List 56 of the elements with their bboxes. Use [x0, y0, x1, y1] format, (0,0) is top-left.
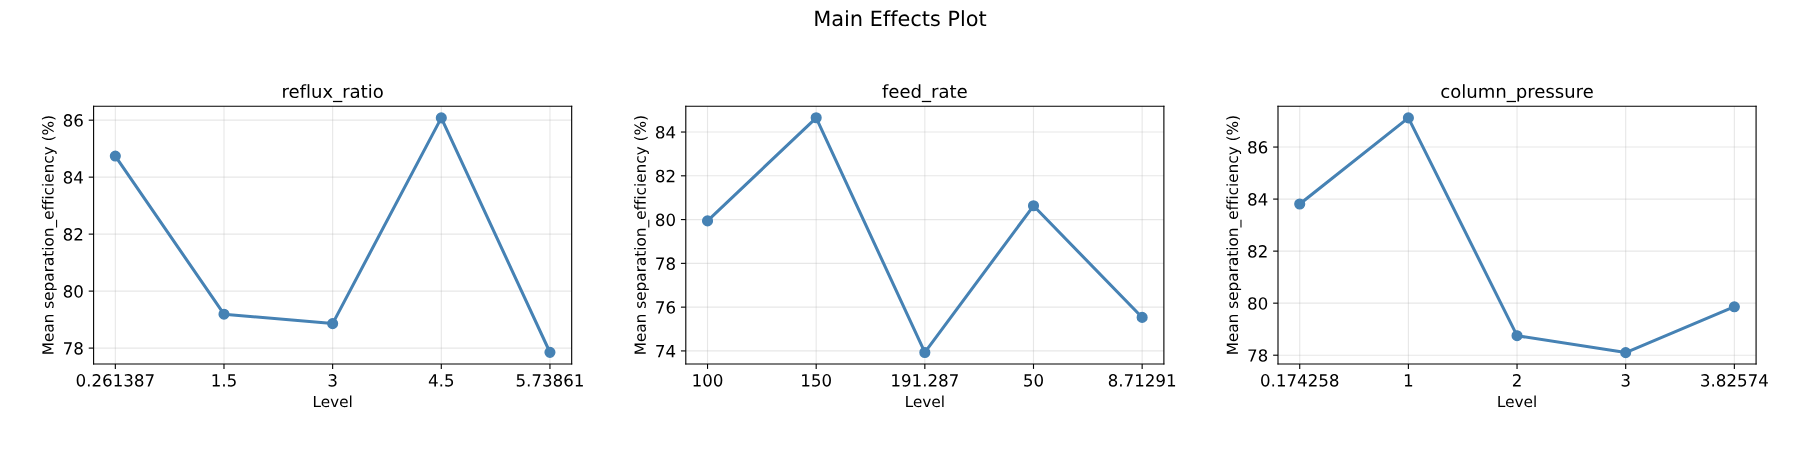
point	[1136, 311, 1148, 323]
y-tick-label: 78	[656, 257, 675, 270]
y-tick-label: 84	[1248, 193, 1268, 206]
y-tick-label: 80	[1248, 297, 1268, 310]
x-tick-label: 0.174258	[1261, 374, 1339, 387]
point	[1728, 301, 1740, 313]
point	[1402, 112, 1414, 124]
y-tick-label: 86	[1248, 141, 1268, 154]
y-tick-label: 80	[63, 285, 83, 298]
x-tick-label: 8.71291	[1108, 374, 1176, 387]
x-tick-label: 1	[1404, 374, 1413, 387]
point	[218, 308, 230, 320]
y-axis-title: Mean separation_efficiency (%)	[41, 116, 58, 354]
y-axis-title: Mean separation_efficiency (%)	[1226, 116, 1242, 354]
x-tick-label: 4.5	[428, 374, 454, 387]
x-axis-title: Level	[906, 395, 944, 408]
y-tick-label: 82	[63, 228, 83, 241]
y-tick-label: 86	[63, 114, 83, 127]
x-tick-label: 1.5	[212, 374, 236, 387]
text: Main Effects Plot	[815, 10, 987, 27]
point	[327, 318, 339, 330]
point	[1294, 198, 1306, 210]
y-tick-label: 80	[656, 213, 675, 227]
point	[109, 150, 121, 162]
x-tick-label: 100	[693, 374, 723, 387]
y-tick-label: 82	[1248, 245, 1267, 258]
point	[701, 215, 714, 227]
x-tick-label: 3	[1621, 374, 1630, 387]
y-tick-label: 78	[1248, 349, 1268, 362]
point	[810, 112, 822, 124]
point	[1511, 330, 1523, 342]
x-tick-label: 3.82574	[1701, 374, 1768, 387]
x-axis-title: Level	[1498, 395, 1536, 408]
y-axis-title: Mean separation_efficiency (%)	[634, 116, 650, 354]
y-tick-label: 76	[656, 301, 676, 314]
point	[435, 112, 447, 124]
x-tick-label: 191.287	[892, 374, 958, 387]
x-axis-title: Level	[313, 395, 352, 408]
x-tick-label: 3	[328, 374, 337, 387]
y-tick-label: 82	[656, 169, 675, 183]
chart-title: reflux_ratio	[283, 84, 383, 103]
y-tick-label: 74	[656, 345, 676, 358]
chart-title: column_pressure	[1441, 84, 1593, 103]
point	[1620, 347, 1632, 359]
x-tick-label: 5.73861	[516, 374, 583, 387]
x-tick-label: 0.261387	[76, 374, 154, 387]
x-tick-label: 2	[1512, 374, 1521, 387]
point	[919, 346, 931, 359]
y-tick-label: 84	[656, 125, 676, 139]
y-tick-label: 84	[63, 171, 83, 184]
x-tick-label: 50	[1024, 374, 1043, 387]
chart-title: feed_rate	[882, 84, 967, 103]
point	[544, 346, 556, 358]
point	[1027, 200, 1040, 212]
y-tick-label: 78	[64, 342, 83, 355]
x-tick-label: 150	[802, 374, 831, 387]
